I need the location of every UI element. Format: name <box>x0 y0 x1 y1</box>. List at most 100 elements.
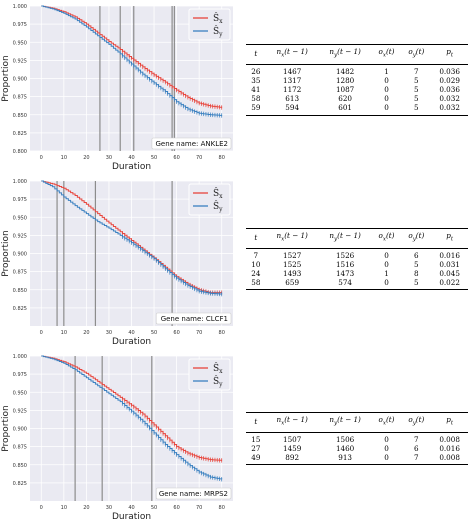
col-header-3: ox(t) <box>378 47 395 59</box>
y-tick-label: 0.950 <box>13 390 27 396</box>
survival-chart-ankle2: 0.800 0.825 0.850 0.875 0.900 0.925 0.950 0.975… <box>1 4 233 172</box>
legend-entry-x-label: Ŝx <box>213 12 223 25</box>
y-tick-label: 0.925 <box>13 58 27 64</box>
table-cell: 1467 <box>283 66 302 76</box>
table-cell: 0 <box>384 259 389 269</box>
table-cell: 59 <box>251 103 261 113</box>
table-cell: 0.008 <box>439 434 460 444</box>
table-row: 15 1507 1506 0 7 0.008 <box>246 432 468 444</box>
y-tick-label: 1.000 <box>13 179 27 185</box>
table-row: 58 659 574 0 5 0.022 <box>246 278 468 290</box>
col-header-3: ox(t) <box>378 415 395 427</box>
table-cell: 0 <box>384 85 389 95</box>
col-header-5: pt <box>446 231 454 243</box>
table-cell: 1172 <box>283 85 302 95</box>
y-tick-label: 0.925 <box>13 233 27 239</box>
legend-box <box>188 358 231 391</box>
y-tick-label: 0.825 <box>13 131 27 137</box>
table-cell: 15 <box>251 434 261 444</box>
y-tick-label: 0.950 <box>13 40 27 46</box>
x-tick-label: 50 <box>151 505 157 511</box>
x-tick-label: 10 <box>61 505 67 511</box>
table-cell: 58 <box>251 278 261 288</box>
table-row: 24 1493 1473 1 8 0.045 <box>246 269 468 278</box>
y-tick-label: 0.975 <box>13 22 27 28</box>
figure-panel-1: 0.800 0.825 0.850 0.875 0.900 0.925 0.950 0.975… <box>0 0 240 175</box>
table-cell: 594 <box>285 103 300 113</box>
x-tick-label: 10 <box>61 330 67 336</box>
legend-entry-x-label: Ŝx <box>213 187 223 200</box>
x-tick-label: 20 <box>83 505 89 511</box>
y-tick-label: 0.900 <box>13 427 27 433</box>
x-tick-label: 20 <box>83 330 89 336</box>
y-tick-label: 0.925 <box>13 408 27 414</box>
table-cell: 0 <box>384 250 389 260</box>
table-cell: 7 <box>414 453 419 463</box>
x-tick-label: 30 <box>106 505 112 511</box>
x-tick-label: 80 <box>219 505 225 511</box>
table-cell: 1317 <box>283 75 302 85</box>
y-tick-label: 0.900 <box>13 252 27 258</box>
table-cell: 0 <box>384 443 389 453</box>
table-cell: 58 <box>251 94 261 104</box>
table-header-row: t nx(t − 1) ny(t − 1) ox(t) oy(t) pt <box>246 412 468 433</box>
x-tick-label: 70 <box>196 330 202 336</box>
x-tick-label: 0 <box>40 330 43 336</box>
table-row: 10 1525 1516 0 5 0.031 <box>246 260 468 269</box>
table-row: 7 1527 1526 0 6 0.016 <box>246 248 468 260</box>
col-header-t: t <box>254 233 258 243</box>
table-cell: 0.016 <box>439 443 460 453</box>
y-axis-label: Proportion <box>1 55 11 101</box>
table-panel-1: t nx(t − 1) ny(t − 1) ox(t) oy(t) pt 26 1467 14… <box>246 44 468 116</box>
x-tick-label: 40 <box>128 155 134 161</box>
table-cell: 1527 <box>283 250 302 260</box>
x-tick-label: 20 <box>83 155 89 161</box>
table-cell: 1516 <box>335 259 355 269</box>
table-row: 35 1317 1280 0 5 0.029 <box>246 76 468 85</box>
x-tick-label: 50 <box>151 155 157 161</box>
table-cell: 601 <box>338 103 352 113</box>
table-cell: 1459 <box>283 443 302 453</box>
figure-panel-2: 0.825 0.850 0.875 0.900 0.925 0.950 0.975 1.000… <box>0 175 240 350</box>
y-tick-label: 0.875 <box>13 270 27 276</box>
col-header-2: ny(t − 1) <box>329 415 361 427</box>
y-axis-label: Proportion <box>1 405 11 451</box>
x-tick-label: 70 <box>196 155 202 161</box>
y-tick-label: 0.875 <box>13 445 27 451</box>
col-header-4: oy(t) <box>408 47 425 59</box>
x-tick-label: 80 <box>219 155 225 161</box>
legend-entry-y-label: Ŝy <box>213 375 223 388</box>
table-cell: 0.032 <box>439 103 460 113</box>
table-cell: 0.008 <box>439 453 460 463</box>
col-header-t: t <box>254 417 258 427</box>
x-tick-label: 40 <box>128 505 134 511</box>
x-tick-label: 0 <box>40 155 43 161</box>
y-tick-label: 0.850 <box>13 463 27 469</box>
table-row: 27 1459 1460 0 6 0.016 <box>246 444 468 453</box>
col-header-1: nx(t − 1) <box>276 231 308 243</box>
x-tick-label: 10 <box>61 155 67 161</box>
logrank-table-clcf1: t nx(t − 1) ny(t − 1) ox(t) oy(t) pt 7 1527 152… <box>246 228 468 290</box>
gene-label-box <box>155 312 232 325</box>
y-tick-label: 1.000 <box>13 354 27 360</box>
table-cell: 1526 <box>335 250 355 260</box>
table-cell: 0 <box>384 434 389 444</box>
table-cell: 5 <box>414 103 419 113</box>
figure-panel-3: 0.825 0.850 0.875 0.900 0.925 0.950 0.975 1.000… <box>0 350 240 525</box>
y-tick-label: 0.825 <box>13 306 27 312</box>
table-cell: 0.031 <box>439 259 460 269</box>
col-header-4: oy(t) <box>408 231 425 243</box>
table-cell: 1506 <box>335 434 355 444</box>
gene-label: Gene name: ANKLE2 <box>151 137 232 150</box>
table-cell: 892 <box>285 453 300 463</box>
x-tick-label: 50 <box>151 330 157 336</box>
gene-label: Gene name: CLCF1 <box>155 312 232 325</box>
table-cell: 620 <box>338 94 352 104</box>
table-cell: 35 <box>251 75 261 85</box>
table-cell: 41 <box>251 85 261 95</box>
table-cell: 10 <box>251 259 261 269</box>
table-cell: 659 <box>285 278 300 288</box>
survival-chart-clcf1: 0.825 0.850 0.875 0.900 0.925 0.950 0.975 1.000… <box>1 179 233 347</box>
table-cell: 5 <box>414 75 419 85</box>
